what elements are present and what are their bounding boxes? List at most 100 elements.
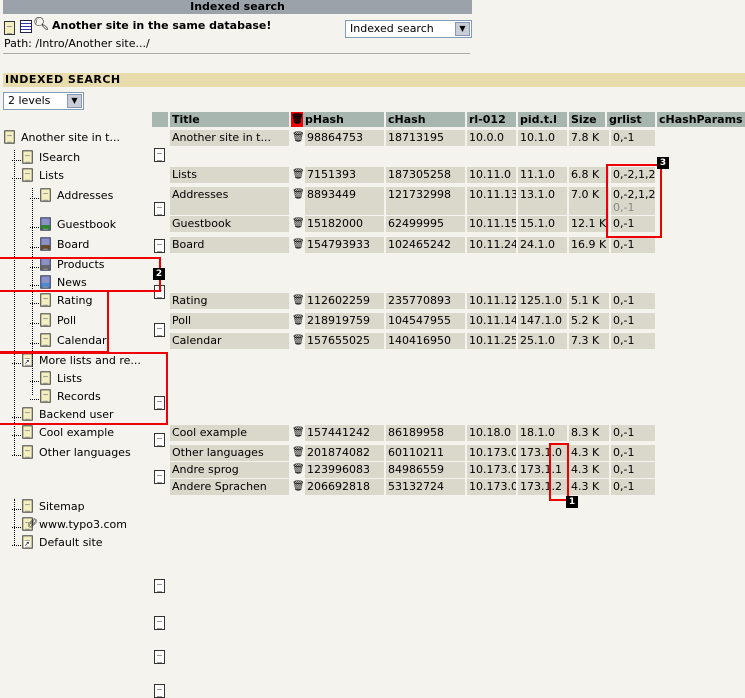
page-icon[interactable] (154, 202, 165, 216)
trash-icon[interactable]: 🗑︎ (292, 169, 305, 180)
page-icon[interactable] (154, 396, 165, 410)
trash-icon[interactable]: 🗑︎ (292, 481, 305, 492)
guestbook-folder-icon[interactable] (40, 217, 51, 231)
tree-item[interactable]: Addresses (30, 188, 114, 204)
cell-grlist: 0,-1 (611, 130, 655, 146)
tree-item-label[interactable]: Default site (39, 535, 103, 549)
tree-item-label[interactable]: Backend user (39, 407, 114, 421)
tree-item-label[interactable]: Calendar (57, 333, 107, 347)
page-icon[interactable] (154, 470, 165, 484)
trash-icon[interactable]: 🗑︎ (292, 315, 305, 326)
tree-item-label[interactable]: ISearch (39, 150, 81, 164)
tree-item[interactable]: Board (30, 237, 90, 253)
tree-item[interactable]: Backend user (12, 407, 114, 423)
tree-item[interactable]: Another site in t... (4, 130, 120, 146)
tree-item[interactable]: News (30, 275, 87, 291)
cell-text: 24.1.0 (520, 238, 555, 251)
cell-text: 0,-1 (613, 217, 635, 230)
link-page-icon[interactable]: 🔗︎ (22, 517, 38, 531)
trash-icon[interactable]: 🗑︎ (292, 464, 305, 475)
function-select[interactable]: Indexed search ▼ (345, 20, 472, 38)
tree-item[interactable]: ISearch (12, 150, 81, 166)
tree-item[interactable]: Sitemap (12, 499, 85, 515)
cell-text: 0,-1 (613, 334, 635, 347)
page-icon[interactable] (22, 445, 33, 459)
page-icon[interactable] (154, 616, 165, 630)
tree-item-label[interactable]: Lists (57, 371, 82, 385)
cell-text: 125.1.0 (520, 294, 562, 307)
cell-chash: 187305258 (386, 167, 465, 183)
page-icon[interactable] (40, 313, 51, 327)
trash-icon[interactable]: 🗑︎ (292, 239, 305, 250)
page-icon[interactable] (154, 433, 165, 447)
shortcut-page-icon[interactable]: ↗ (22, 535, 33, 549)
levels-select[interactable]: 2 levels ▼ (3, 92, 84, 110)
tree-item-label[interactable]: Poll (57, 313, 77, 327)
trash-icon[interactable]: 🗑︎ (292, 447, 305, 458)
page-icon[interactable] (22, 168, 33, 182)
tree-connector (12, 509, 21, 510)
cell-phash: 15182000 (305, 216, 384, 232)
trash-icon[interactable]: 🗑︎ (292, 132, 305, 143)
tree-item-label[interactable]: Another site in t... (21, 130, 120, 144)
trash-icon[interactable]: 🗑︎ (292, 218, 305, 229)
cell-grlist: 0,-2,1,2 0,-1 (611, 187, 655, 215)
page-icon[interactable] (22, 425, 33, 439)
page-icon[interactable] (40, 389, 51, 403)
tree-item[interactable]: Other languages (12, 445, 131, 461)
tree-item-label[interactable]: Sitemap (39, 499, 85, 513)
cell-phash: 154793933 (305, 237, 384, 253)
tree-item[interactable]: Rating (30, 293, 93, 309)
trash-icon[interactable]: 🗑︎ (292, 189, 305, 200)
chevron-down-icon: ▼ (455, 22, 470, 36)
page-icon[interactable] (40, 371, 51, 385)
page-icon[interactable] (40, 188, 51, 202)
tree-item[interactable]: Calendar (30, 333, 107, 349)
cell-text: 173.1.2 (520, 480, 562, 493)
tree-item-label[interactable]: Other languages (39, 445, 131, 459)
tree-item-label[interactable]: More lists and re... (39, 353, 141, 367)
tree-item-label[interactable]: News (57, 275, 87, 289)
tree-item-label[interactable]: Products (57, 257, 105, 271)
tree-item-label[interactable]: Rating (57, 293, 93, 307)
tree-item[interactable]: Guestbook (30, 217, 117, 233)
page-icon[interactable] (4, 130, 15, 144)
tree-item-label[interactable]: Guestbook (57, 217, 117, 231)
tree-item[interactable]: Cool example (12, 425, 115, 441)
page-icon[interactable] (40, 333, 51, 347)
tree-item-label[interactable]: Lists (39, 168, 64, 182)
page-icon[interactable] (154, 148, 165, 162)
tree-item[interactable]: ↗ More lists and re... (12, 353, 141, 369)
page-icon[interactable] (154, 239, 165, 253)
tree-item-label[interactable]: Cool example (39, 425, 115, 439)
tree-item[interactable]: Records (30, 389, 101, 405)
list-view-icon[interactable] (20, 20, 32, 33)
trash-icon[interactable]: 🗑︎ (291, 112, 304, 127)
tree-item-label[interactable]: www.typo3.com (39, 517, 127, 531)
tree-item-label[interactable]: Addresses (57, 188, 114, 202)
tree-item-label[interactable]: Records (57, 389, 101, 403)
cell-text: 86189958 (388, 426, 444, 439)
cell-text: 8.3 K (571, 426, 600, 439)
page-icon[interactable] (154, 579, 165, 593)
trash-icon[interactable]: 🗑︎ (292, 427, 305, 438)
tree-item[interactable]: Poll (30, 313, 77, 329)
tree-item[interactable]: ↗ Default site (12, 535, 103, 551)
search-icon[interactable]: 🔍︎ (33, 17, 50, 32)
trash-icon[interactable]: 🗑︎ (292, 335, 305, 346)
tree-item[interactable]: Lists (12, 168, 64, 184)
news-folder-icon[interactable] (40, 275, 51, 289)
page-icon[interactable] (22, 407, 33, 421)
page-icon[interactable] (22, 499, 33, 513)
page-icon[interactable] (40, 293, 51, 307)
page-icon[interactable] (154, 323, 165, 337)
tree-item-label[interactable]: Board (57, 237, 90, 251)
page-icon[interactable] (154, 650, 165, 664)
page-icon[interactable] (22, 150, 33, 164)
cell-text: 62499995 (388, 217, 444, 230)
board-folder-icon[interactable] (40, 237, 51, 251)
tree-item[interactable]: 🔗︎ www.typo3.com (12, 517, 127, 533)
trash-icon[interactable]: 🗑︎ (292, 295, 305, 306)
page-icon[interactable] (154, 684, 165, 698)
tree-item[interactable]: Lists (30, 371, 82, 387)
